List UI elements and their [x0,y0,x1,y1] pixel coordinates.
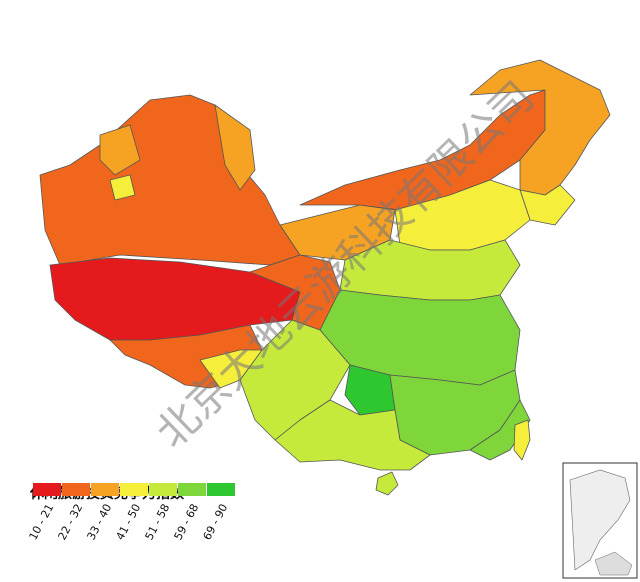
legend-swatch [178,483,206,496]
region [469,59,611,196]
legend-swatch [207,483,235,496]
region [274,399,431,471]
legend-swatch [33,483,61,496]
legend-swatch [91,483,119,496]
region [109,174,136,201]
region [279,204,396,261]
region [99,124,141,176]
region [375,471,399,496]
legend-swatch [62,483,90,496]
region [513,419,531,461]
legend-swatch [149,483,177,496]
legend-swatch [120,483,148,496]
region [39,94,301,266]
inset-islands [594,551,633,576]
inset-land [569,469,631,571]
region [469,399,531,461]
region [214,104,256,191]
regions [39,59,611,496]
region [199,349,263,389]
